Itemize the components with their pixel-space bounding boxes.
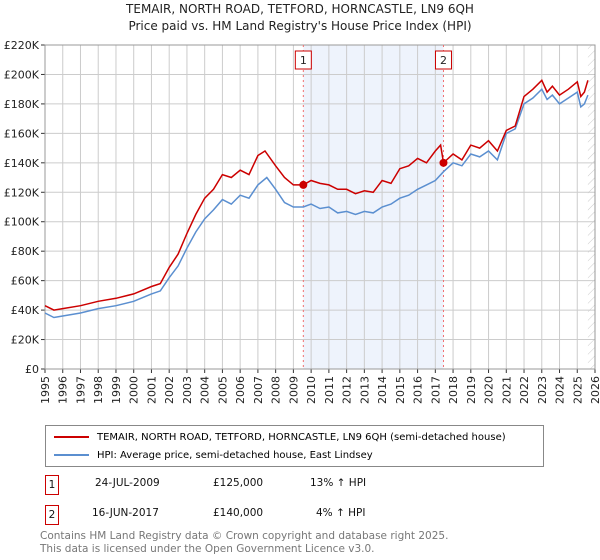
x-tick-label: 1996 xyxy=(57,376,70,404)
transaction-row: 1 24-JUL-2009 £125,000 13% ↑ HPI xyxy=(45,475,545,495)
x-tick-label: 1997 xyxy=(74,376,87,404)
y-tick-label: £80K xyxy=(11,245,40,258)
x-tick-label: 2012 xyxy=(341,376,354,404)
legend-red-line xyxy=(54,436,89,438)
x-tick-label: 2021 xyxy=(500,376,513,404)
legend-label: HPI: Average price, semi-detached house,… xyxy=(97,449,373,461)
y-tick-label: £60K xyxy=(11,275,40,288)
transaction-badge: 1 xyxy=(45,475,59,495)
x-tick-label: 2003 xyxy=(181,376,194,404)
transaction-hpi: 4% ↑ HPI xyxy=(316,507,366,519)
footer: Contains HM Land Registry data © Crown c… xyxy=(40,530,448,556)
sale-label-box xyxy=(434,50,452,70)
transaction-row: 2 16-JUN-2017 £140,000 4% ↑ HPI xyxy=(45,505,545,525)
plot-frame xyxy=(44,44,596,370)
x-tick-label: 2017 xyxy=(429,376,442,404)
y-tick-label: £140K xyxy=(4,157,40,170)
x-tick-label: 2023 xyxy=(536,376,549,404)
x-tick-label: 2016 xyxy=(412,376,425,404)
x-tick-label: 2013 xyxy=(358,376,371,404)
sale-label-box xyxy=(294,50,312,70)
x-tick-label: 2020 xyxy=(483,376,496,404)
y-tick-label: £160K xyxy=(4,127,40,140)
legend-label: TEMAIR, NORTH ROAD, TETFORD, HORNCASTLE,… xyxy=(97,431,506,443)
sale-label: 1 xyxy=(300,54,307,67)
transaction-date: 24-JUL-2009 xyxy=(95,477,160,489)
forecast-hatch xyxy=(587,45,595,369)
footer-line: This data is licensed under the Open Gov… xyxy=(40,543,375,555)
transaction-badge: 2 xyxy=(45,505,59,525)
x-tick-label: 2025 xyxy=(571,376,584,404)
x-tick-label: 2018 xyxy=(447,376,460,404)
x-tick-label: 2022 xyxy=(518,376,531,404)
y-tick-label: £20K xyxy=(11,334,40,347)
transaction-price: £140,000 xyxy=(213,507,264,519)
x-tick-label: 2002 xyxy=(163,376,176,404)
legend-blue-line xyxy=(54,454,89,456)
x-tick-label: 2019 xyxy=(465,376,478,404)
x-tick-label: 2006 xyxy=(234,376,247,404)
sale-point xyxy=(439,158,448,167)
x-tick-label: 2000 xyxy=(128,376,141,404)
sale-label: 2 xyxy=(440,54,447,67)
sale-point xyxy=(299,180,308,189)
x-tick-label: 2024 xyxy=(554,376,567,404)
y-tick-label: £40K xyxy=(11,304,40,317)
series-line xyxy=(44,87,589,319)
ownership-period-shade xyxy=(303,45,444,369)
y-tick-label: £200K xyxy=(4,68,40,81)
legend-item-property: TEMAIR, NORTH ROAD, TETFORD, HORNCASTLE,… xyxy=(54,429,506,445)
x-tick-label: 2005 xyxy=(216,376,229,404)
y-tick-label: £220K xyxy=(4,39,40,52)
y-tick-label: £0 xyxy=(25,363,39,376)
x-tick-label: 2011 xyxy=(323,376,336,404)
transaction-date: 16-JUN-2017 xyxy=(92,507,159,519)
x-tick-label: 2015 xyxy=(394,376,407,404)
x-tick-label: 1999 xyxy=(110,376,123,404)
x-tick-label: 2008 xyxy=(270,376,283,404)
y-tick-label: £120K xyxy=(4,186,40,199)
x-tick-label: 1998 xyxy=(92,376,105,404)
series-line xyxy=(44,79,589,311)
x-tick-label: 2026 xyxy=(589,376,600,404)
chart-subtitle: Price paid vs. HM Land Registry's House … xyxy=(128,19,472,33)
transaction-price: £125,000 xyxy=(213,477,264,489)
chart-title: TEMAIR, NORTH ROAD, TETFORD, HORNCASTLE,… xyxy=(126,2,474,16)
y-tick-label: £180K xyxy=(4,98,40,111)
legend-item-hpi: HPI: Average price, semi-detached house,… xyxy=(54,447,373,463)
x-tick-label: 2009 xyxy=(287,376,300,404)
y-tick-label: £100K xyxy=(4,216,40,229)
x-tick-label: 2010 xyxy=(305,376,318,404)
x-tick-label: 2007 xyxy=(252,376,265,404)
transaction-hpi: 13% ↑ HPI xyxy=(310,477,367,489)
x-tick-label: 1995 xyxy=(39,376,52,404)
footer-line: Contains HM Land Registry data © Crown c… xyxy=(40,530,449,542)
legend: TEMAIR, NORTH ROAD, TETFORD, HORNCASTLE,… xyxy=(45,425,544,467)
x-tick-label: 2004 xyxy=(199,376,212,404)
x-tick-label: 2014 xyxy=(376,376,389,404)
x-tick-label: 2001 xyxy=(145,376,158,404)
price-chart: 1995 1996 1997 1998 1999 2000 2001 2002 2003 2004… xyxy=(4,39,600,404)
